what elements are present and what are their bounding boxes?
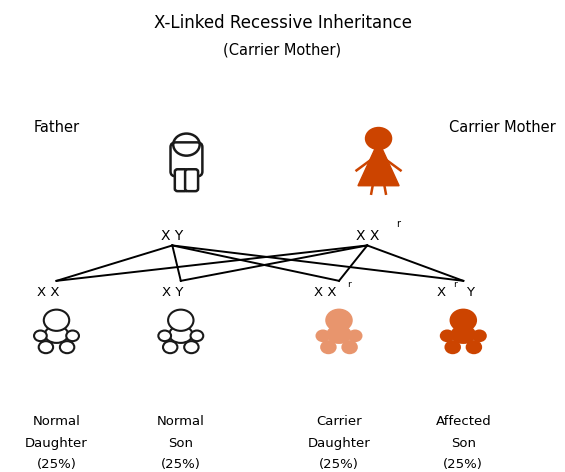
Circle shape	[34, 330, 47, 341]
Circle shape	[327, 310, 351, 331]
Circle shape	[184, 341, 199, 353]
Text: X X: X X	[314, 286, 336, 299]
FancyBboxPatch shape	[185, 169, 198, 191]
Text: X Y: X Y	[161, 229, 184, 243]
Circle shape	[349, 330, 362, 341]
Text: Daughter: Daughter	[307, 437, 371, 450]
FancyBboxPatch shape	[175, 169, 188, 191]
Text: (25%): (25%)	[444, 458, 483, 471]
Circle shape	[190, 330, 203, 341]
Circle shape	[366, 128, 391, 149]
Text: X X: X X	[37, 286, 59, 299]
Text: (25%): (25%)	[161, 458, 201, 471]
Text: (25%): (25%)	[319, 458, 359, 471]
Circle shape	[316, 330, 329, 341]
Circle shape	[163, 341, 177, 353]
Circle shape	[44, 310, 69, 331]
Text: Son: Son	[168, 437, 193, 450]
Text: Y: Y	[466, 286, 474, 299]
Text: X: X	[436, 286, 445, 299]
Text: Carrier: Carrier	[316, 415, 362, 429]
Circle shape	[451, 310, 476, 331]
Circle shape	[467, 341, 481, 353]
Circle shape	[441, 330, 454, 341]
Text: r: r	[453, 279, 457, 289]
Text: (Carrier Mother): (Carrier Mother)	[223, 42, 342, 58]
Text: Normal: Normal	[33, 415, 80, 429]
Text: X-Linked Recessive Inheritance: X-Linked Recessive Inheritance	[154, 14, 411, 32]
Text: Daughter: Daughter	[25, 437, 88, 450]
Text: Affected: Affected	[436, 415, 491, 429]
Circle shape	[445, 341, 460, 353]
Ellipse shape	[169, 326, 193, 343]
Text: X X: X X	[355, 229, 379, 243]
Text: Normal: Normal	[157, 415, 205, 429]
Text: X Y: X Y	[162, 286, 183, 299]
Circle shape	[66, 330, 79, 341]
Text: Carrier Mother: Carrier Mother	[450, 120, 556, 135]
Ellipse shape	[327, 326, 351, 343]
Circle shape	[473, 330, 486, 341]
Circle shape	[158, 330, 171, 341]
Text: (25%): (25%)	[37, 458, 76, 471]
Polygon shape	[358, 149, 399, 186]
Ellipse shape	[45, 326, 68, 343]
Circle shape	[321, 341, 336, 353]
Circle shape	[38, 341, 53, 353]
Circle shape	[60, 341, 75, 353]
FancyBboxPatch shape	[171, 143, 202, 177]
Text: Father: Father	[33, 120, 80, 135]
Text: r: r	[347, 279, 351, 289]
Circle shape	[342, 341, 357, 353]
Text: Son: Son	[451, 437, 476, 450]
Ellipse shape	[451, 326, 475, 343]
Text: r: r	[396, 219, 401, 229]
Circle shape	[168, 310, 193, 331]
